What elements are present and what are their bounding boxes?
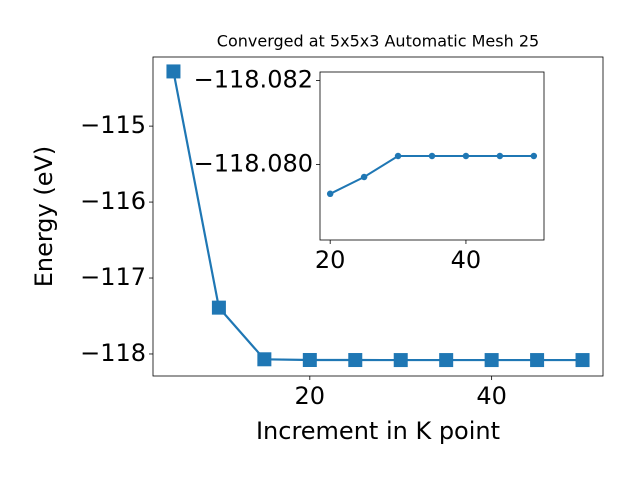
marker [348,353,363,368]
marker [360,173,368,181]
y-tick-label: −116 [80,187,146,215]
marker [530,152,538,160]
marker [211,300,226,315]
axes-frame [152,56,604,377]
marker [326,190,334,198]
marker [166,64,181,79]
marker [428,152,436,160]
marker [496,152,504,160]
axes-frame [319,71,545,241]
y-tick-label: −117 [80,263,146,291]
marker [530,353,545,368]
marker [575,353,590,368]
x-tick-label: 40 [476,382,507,410]
y-axis-label: Energy (eV) [30,146,58,288]
x-axis-label: Increment in K point [256,417,500,445]
chart-title: Converged at 5x5x3 Automatic Mesh 25 [217,32,539,51]
marker [302,352,317,367]
y-tick-label: −118.082 [194,65,313,93]
line [172,71,583,362]
marker [394,152,402,160]
y-tick-label: −118 [80,339,146,367]
marker [257,352,272,367]
x-tick-label: 20 [295,382,326,410]
marker [439,353,454,368]
marker [484,353,499,368]
marker [393,353,408,368]
y-tick-label: −118.080 [194,149,313,177]
x-tick-label: 40 [451,246,482,274]
marker [462,152,470,160]
y-tick-label: −115 [80,111,146,139]
x-tick-label: 20 [315,246,346,274]
